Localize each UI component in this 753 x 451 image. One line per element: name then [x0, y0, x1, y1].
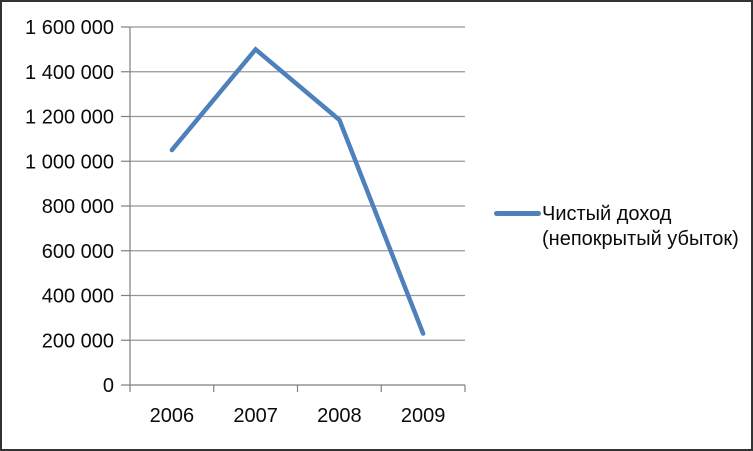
legend: Чистый доход (непокрытый убыток) [494, 202, 751, 252]
y-tick-label: 400 000 [42, 286, 114, 308]
y-tick-label: 0 [103, 375, 114, 397]
legend-line-marker [494, 211, 541, 216]
y-tick-label: 1 600 000 [25, 17, 114, 39]
y-tick-label: 800 000 [42, 196, 114, 218]
y-tick-label: 1 000 000 [25, 151, 114, 173]
y-tick-label: 1 400 000 [25, 62, 114, 84]
x-tick-label: 2008 [317, 405, 362, 427]
x-tick-label: 2009 [401, 405, 446, 427]
series-line [169, 46, 426, 336]
y-tick-label: 600 000 [42, 241, 114, 263]
x-tick-label: 2006 [150, 405, 195, 427]
legend-series-label: Чистый доход (непокрытый убыток) [542, 203, 739, 250]
x-tick-label: 2007 [233, 405, 278, 427]
y-tick-label: 200 000 [42, 330, 114, 352]
y-tick-label: 1 200 000 [25, 107, 114, 129]
